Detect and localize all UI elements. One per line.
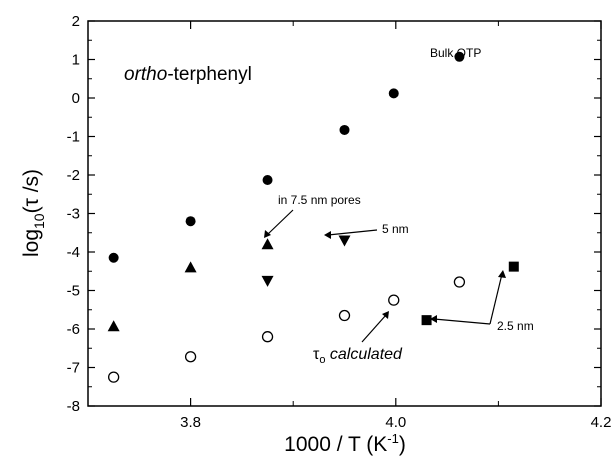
point-filled-circle — [262, 175, 273, 186]
annotation-tau-arrow-head — [382, 311, 389, 319]
annotation-7-5nm-pores: in 7.5 nm pores — [264, 193, 361, 238]
y-tick-label: 2 — [72, 13, 80, 30]
point-filled-circle — [108, 252, 119, 263]
annotation-5nm-label: 5 nm — [382, 222, 409, 236]
annotation-tau-calculated: τo calculated — [313, 311, 403, 366]
annotation-bulk-otp: Bulk OTP — [430, 46, 481, 60]
x-tick-label: 3.8 — [180, 414, 201, 431]
annotation-2-5nm-arrow-line-1 — [433, 318, 491, 325]
tau-text: calculated — [325, 346, 403, 363]
point-triangle-down — [338, 235, 351, 247]
y-tick-label: -4 — [67, 244, 80, 261]
annotation-2-5nm-arrow-head-2 — [498, 270, 506, 278]
x-axis-title-main: 1000 / T (K — [284, 433, 387, 456]
y-axis-title: log10(τ /s) — [20, 169, 47, 257]
annotation-2-5nm-arrow-head-1 — [430, 315, 437, 323]
annotation-5nm-arrow-head — [324, 231, 331, 239]
annotation-pores-arrow-head — [264, 230, 271, 238]
point-filled-circle — [388, 88, 399, 99]
tick-labels: -8 -7 -6 -5 -4 -3 -2 -1 0 1 2 3.8 4.0 4.2 — [67, 13, 612, 431]
point-filled-circle — [339, 124, 350, 135]
inset-title: ortho-terphenyl — [124, 64, 252, 85]
y-tick-label: -5 — [67, 283, 80, 300]
y-axis-title-rest: (τ /s) — [20, 169, 43, 213]
x-axis-title-close: ) — [399, 433, 406, 456]
axis-ticks — [88, 20, 602, 407]
point-triangle-up — [107, 320, 120, 332]
point-triangle-up — [261, 238, 274, 250]
point-open-circle — [388, 294, 400, 306]
annotation-5nm-arrow-line — [327, 229, 378, 236]
y-tick-label: -3 — [67, 206, 80, 223]
x-axis-title: 1000 / T (K-1) — [284, 431, 406, 456]
annotation-2-5nm-label: 2.5 nm — [497, 319, 534, 333]
point-square — [421, 315, 432, 326]
y-tick-label: -1 — [67, 129, 80, 146]
point-triangle-down — [261, 275, 274, 287]
inset-title-prefix: ortho — [124, 64, 167, 85]
y-tick-label: -2 — [67, 167, 80, 184]
data-points — [107, 51, 519, 383]
point-filled-circle — [185, 216, 196, 227]
annotation-pores-arrow-line — [267, 209, 294, 235]
annotation-2-5nm-arrow-line-2 — [489, 273, 503, 325]
point-open-circle — [261, 331, 274, 343]
point-triangle-up — [184, 261, 197, 273]
tau-subscript: o — [319, 354, 325, 366]
inset-title-suffix: -terphenyl — [167, 64, 252, 85]
x-tick-label: 4.2 — [591, 414, 612, 431]
tau-symbol: τ — [313, 346, 320, 363]
annotation-tau-label: τo calculated — [313, 346, 403, 366]
y-tick-label: -6 — [67, 321, 80, 338]
y-tick-label: 0 — [72, 90, 80, 107]
y-tick-label: -7 — [67, 360, 80, 377]
point-open-circle — [184, 351, 197, 363]
point-open-circle — [453, 276, 466, 288]
annotation-bulk-otp-label: Bulk OTP — [430, 46, 481, 60]
y-axis-title-base: log — [20, 229, 43, 257]
x-axis-title-sup: -1 — [387, 431, 399, 446]
point-filled-circle — [454, 51, 465, 62]
annotation-tau-arrow-line — [361, 314, 387, 343]
annotation-pores-label: in 7.5 nm pores — [278, 193, 361, 207]
y-tick-label: -8 — [67, 398, 80, 415]
annotation-5nm: 5 nm — [324, 222, 409, 239]
y-tick-label: 1 — [72, 52, 80, 69]
x-tick-label: 4.0 — [385, 414, 406, 431]
annotation-2-5nm: 2.5 nm — [430, 270, 534, 333]
point-square — [508, 261, 519, 272]
point-open-circle — [338, 309, 351, 322]
point-open-circle — [108, 371, 120, 383]
y-axis-title-sub: 10 — [31, 213, 47, 229]
